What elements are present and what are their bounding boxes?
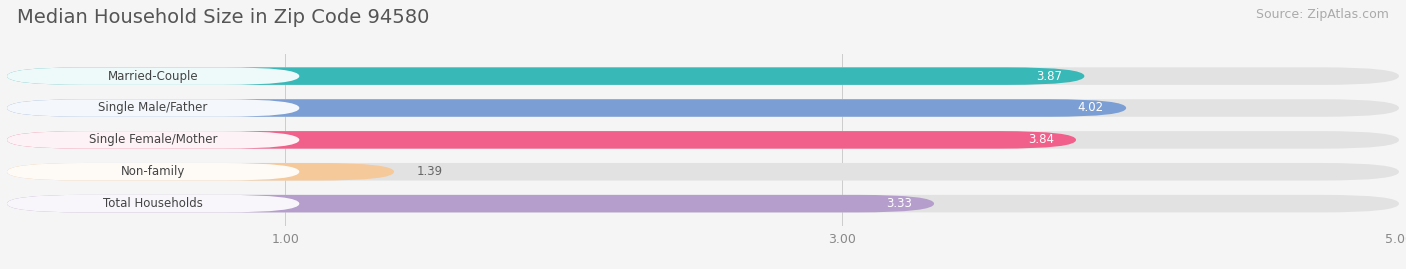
- Text: Median Household Size in Zip Code 94580: Median Household Size in Zip Code 94580: [17, 8, 429, 27]
- FancyBboxPatch shape: [7, 131, 1076, 149]
- Text: Source: ZipAtlas.com: Source: ZipAtlas.com: [1256, 8, 1389, 21]
- FancyBboxPatch shape: [7, 163, 394, 180]
- Text: Non-family: Non-family: [121, 165, 186, 178]
- Text: Total Households: Total Households: [103, 197, 202, 210]
- FancyBboxPatch shape: [7, 131, 299, 149]
- FancyBboxPatch shape: [7, 99, 299, 117]
- FancyBboxPatch shape: [7, 67, 299, 85]
- Text: Married-Couple: Married-Couple: [108, 70, 198, 83]
- FancyBboxPatch shape: [7, 195, 1399, 213]
- FancyBboxPatch shape: [7, 99, 1399, 117]
- Text: 4.02: 4.02: [1078, 101, 1104, 115]
- FancyBboxPatch shape: [7, 99, 1126, 117]
- Text: Single Male/Father: Single Male/Father: [98, 101, 208, 115]
- Text: 3.33: 3.33: [886, 197, 912, 210]
- FancyBboxPatch shape: [7, 131, 1399, 149]
- FancyBboxPatch shape: [7, 163, 1399, 180]
- FancyBboxPatch shape: [7, 67, 1399, 85]
- Text: Single Female/Mother: Single Female/Mother: [89, 133, 218, 146]
- FancyBboxPatch shape: [7, 67, 1084, 85]
- Text: 3.87: 3.87: [1036, 70, 1062, 83]
- Text: 3.84: 3.84: [1028, 133, 1053, 146]
- FancyBboxPatch shape: [7, 195, 934, 213]
- Text: 1.39: 1.39: [416, 165, 443, 178]
- FancyBboxPatch shape: [7, 163, 299, 180]
- FancyBboxPatch shape: [7, 195, 299, 213]
